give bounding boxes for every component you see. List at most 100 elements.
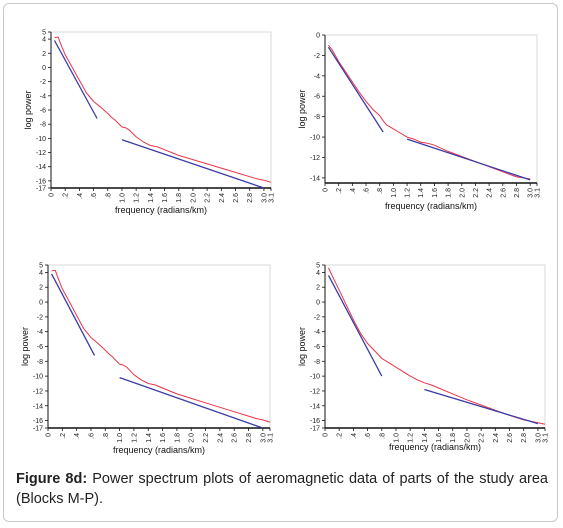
x-tick-label: 1.2	[408, 433, 415, 443]
y-tick-label: -14	[310, 175, 320, 182]
x-tick-label: 1.4	[422, 433, 429, 443]
y-tick-label: -12	[33, 388, 43, 395]
x-tick-label: 2.6	[233, 193, 240, 203]
x-tick-label: 2.4	[219, 193, 226, 203]
y-tick-label: 2	[316, 285, 320, 292]
x-axis-label: frequency (radians/km)	[115, 205, 207, 215]
x-tick-label: 3.1	[543, 433, 550, 443]
y-tick-label: 4	[42, 37, 46, 44]
x-tick-label: 1.2	[405, 188, 412, 198]
x-tick-label: 2.0	[190, 193, 197, 203]
y-tick-label: -2	[40, 79, 46, 86]
x-tick-label: 1.0	[393, 433, 400, 443]
y-axis-label: log power	[297, 89, 307, 128]
x-axis-label: frequency (radians/km)	[389, 442, 481, 452]
figure-caption: Figure 8d: Power spectrum plots of aerom…	[16, 469, 548, 509]
y-axis-label: log power	[297, 327, 307, 366]
x-tick-label: .4	[350, 188, 357, 194]
y-axis-label: log power	[23, 90, 33, 129]
x-tick-label: .2	[337, 433, 344, 439]
plot-area	[50, 31, 272, 189]
x-tick-label: 1.4	[148, 193, 155, 203]
y-tick-label: -17	[310, 426, 320, 433]
plot-area	[324, 264, 546, 429]
y-tick-label: -4	[40, 93, 46, 100]
x-tick-label: 1.0	[117, 433, 124, 443]
x-tick-label: .4	[74, 433, 81, 439]
x-tick-label: 2.6	[500, 188, 507, 198]
y-tick-label: -6	[37, 344, 43, 351]
x-tick-label: 2.4	[493, 433, 500, 443]
y-axis-label: log power	[20, 327, 30, 366]
y-tick-label: -10	[33, 374, 43, 381]
x-tick-label: 1.2	[134, 193, 141, 203]
y-tick-label: 2	[42, 51, 46, 58]
plot-area	[324, 34, 538, 184]
figure-frame	[3, 3, 558, 522]
y-tick-label: -2	[314, 314, 320, 321]
x-tick-label: 2.4	[217, 433, 224, 443]
x-tick-label: .2	[60, 433, 67, 439]
y-tick-label: 0	[42, 65, 46, 72]
spectrum-line	[54, 36, 272, 183]
y-tick-label: -12	[310, 388, 320, 395]
fit-line	[424, 388, 539, 425]
y-tick-label: 0	[39, 300, 43, 307]
x-tick-label: 3.1	[535, 188, 542, 198]
y-tick-label: -14	[36, 164, 46, 171]
x-tick-label: 1.2	[131, 433, 138, 443]
y-tick-label: -2	[314, 53, 320, 60]
x-tick-label: 1.8	[176, 193, 183, 203]
x-tick-label: 3.0	[260, 433, 267, 443]
x-tick-label: 3.0	[528, 188, 535, 198]
fit-line	[327, 46, 384, 133]
y-tick-label: 5	[39, 263, 43, 270]
spectrum-line	[51, 269, 271, 423]
x-axis-label: frequency (radians/km)	[385, 201, 477, 211]
x-tick-label: 2.2	[205, 193, 212, 203]
x-tick-label: 1.0	[119, 193, 126, 203]
y-tick-label: -8	[314, 114, 320, 121]
x-tick-label: 2.2	[479, 433, 486, 443]
y-tick-label: -4	[314, 329, 320, 336]
x-tick-label: 1.8	[446, 188, 453, 198]
y-tick-label: 0	[316, 33, 320, 40]
x-tick-label: 1.6	[436, 433, 443, 443]
y-tick-label: -12	[36, 150, 46, 157]
x-tick-label: 2.6	[507, 433, 514, 443]
y-tick-label: -14	[310, 403, 320, 410]
spectrum-line	[328, 44, 531, 180]
x-tick-label: 2.2	[473, 188, 480, 198]
y-tick-label: -12	[310, 155, 320, 162]
y-tick-label: -6	[40, 108, 46, 115]
x-tick-label: 3.1	[268, 433, 275, 443]
y-tick-label: 4	[39, 270, 43, 277]
x-tick-label: 2.8	[246, 433, 253, 443]
x-tick-label: .2	[63, 193, 70, 199]
x-tick-label: 3.0	[261, 193, 268, 203]
y-tick-label: -17	[33, 426, 43, 433]
x-tick-label: .6	[364, 188, 371, 194]
x-tick-label: 2.4	[487, 188, 494, 198]
x-tick-label: 2.0	[189, 433, 196, 443]
x-tick-label: 1.6	[160, 433, 167, 443]
fit-line	[406, 138, 531, 181]
x-tick-label: .8	[377, 188, 384, 194]
x-tick-label: .2	[336, 188, 343, 194]
y-tick-label: 5	[316, 263, 320, 270]
chart-panel-2: 0 -2 -4 -6 -8 -10 -12 -14 0 .2 .4 .6 .8 1.0 1.2 1.4 1.6 1…	[297, 33, 542, 212]
x-tick-label: 3.0	[535, 433, 542, 443]
x-axis-label: frequency (radians/km)	[113, 445, 205, 455]
x-tick-label: 1.4	[146, 433, 153, 443]
x-tick-label: .8	[103, 433, 110, 439]
x-tick-label: 2.2	[203, 433, 210, 443]
x-tick-label: 2.8	[514, 188, 521, 198]
x-tick-label: .8	[105, 193, 112, 199]
x-tick-label: 0	[323, 188, 330, 192]
x-tick-label: 1.8	[174, 433, 181, 443]
y-tick-label: -8	[40, 122, 46, 129]
fit-line	[119, 376, 264, 429]
